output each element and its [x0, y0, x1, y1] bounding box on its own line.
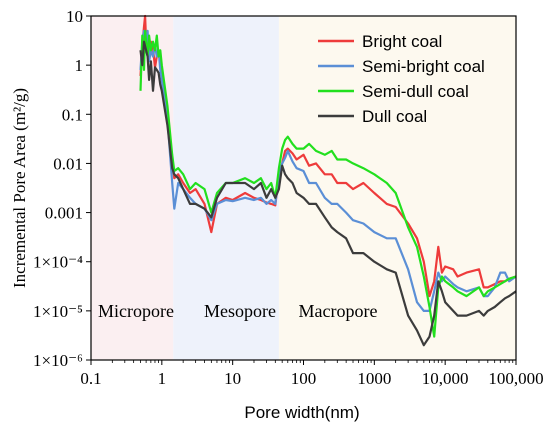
- x-tick-label: 10: [224, 369, 241, 388]
- x-axis-label: Pore width(nm): [244, 403, 359, 422]
- region-labels: Micropore Mesopore Macropore: [98, 301, 377, 321]
- y-tick-label: 0.001: [45, 204, 83, 223]
- y-tick-label: 0.01: [53, 154, 83, 173]
- legend-label-bright-coal: Bright coal: [362, 32, 442, 51]
- y-tick-label: 0.1: [62, 105, 83, 124]
- x-tick-label: 1: [158, 369, 167, 388]
- x-tick-label: 100: [291, 369, 317, 388]
- series-line-semi-dull-coal: [139, 29, 517, 338]
- x-tick-label: 10,000: [422, 369, 469, 388]
- y-tick-label: 1×10⁻⁵: [33, 302, 83, 321]
- y-tick-label: 1: [75, 56, 84, 75]
- x-tick-label: 0.1: [80, 369, 101, 388]
- x-tick-label: 100,000: [488, 369, 543, 388]
- region-label-micropore: Micropore: [98, 301, 174, 321]
- axes: 0.1 1 10 100 1000 10,000 100,000 10 1 0.1 0.01 0.00…: [33, 7, 544, 388]
- legend-label-semi-dull-coal: Semi-dull coal: [362, 82, 469, 101]
- x-tick-label: 1000: [357, 369, 391, 388]
- legend: Bright coal Semi-bright coal Semi-dull coa…: [318, 32, 485, 126]
- y-tick-label: 10: [66, 7, 83, 26]
- legend-label-dull-coal: Dull coal: [362, 107, 427, 126]
- series-lines: [139, 14, 517, 347]
- series-line-semi-bright-coal: [139, 29, 517, 312]
- y-axis-label: Incremental Pore Area (m²/g): [10, 88, 29, 288]
- y-tick-label: 1×10⁻⁴: [33, 253, 83, 272]
- region-label-macropore: Macropore: [299, 301, 378, 321]
- region-label-mesopore: Mesopore: [204, 301, 276, 321]
- legend-label-semi-bright-coal: Semi-bright coal: [362, 57, 485, 76]
- series-line-dull-coal: [139, 40, 517, 347]
- y-tick-label: 1×10⁻⁶: [33, 351, 83, 370]
